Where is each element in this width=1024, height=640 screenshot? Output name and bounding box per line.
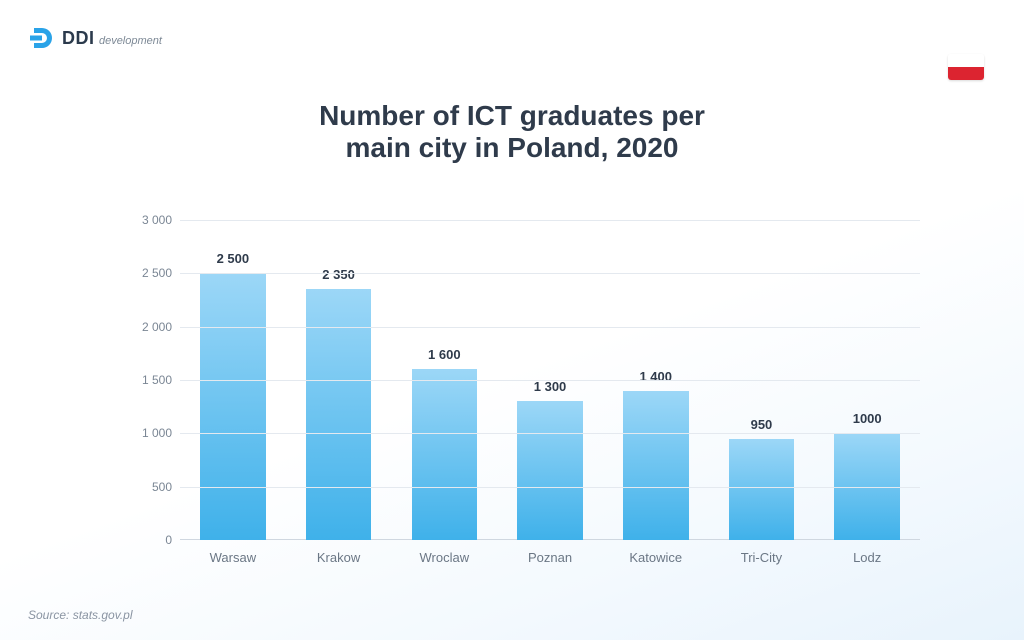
source-citation: Source: stats.gov.pl [28,608,133,622]
y-tick-label: 1 500 [120,373,172,387]
x-tick-label: Warsaw [180,540,286,580]
bar: 2 500 [200,273,266,540]
logo-line2: development [99,35,162,47]
y-tick-label: 1 000 [120,426,172,440]
x-tick-label: Lodz [814,540,920,580]
x-tick-label: Poznan [497,540,603,580]
grid-line [180,433,920,434]
x-axis-labels: WarsawKrakowWroclawPoznanKatowiceTri-Cit… [180,540,920,580]
bar: 1 600 [412,369,478,540]
y-tick-label: 3 000 [120,213,172,227]
grid-line [180,273,920,274]
bar: 1 400 [623,391,689,540]
bar-value-label: 1 400 [639,369,672,384]
plot-area: 2 5002 3501 6001 3001 4009501000 05001 0… [180,220,920,540]
logo-line1: DDI [62,28,95,48]
bar-value-label: 950 [751,417,773,432]
y-tick-label: 2 000 [120,320,172,334]
bar: 1 300 [517,401,583,540]
logo-text: DDI development [62,29,162,48]
logo-d-icon [28,24,56,52]
x-tick-label: Wroclaw [391,540,497,580]
title-line1: Number of ICT graduates per [0,100,1024,132]
chart-title: Number of ICT graduates per main city in… [0,100,1024,164]
x-tick-label: Katowice [603,540,709,580]
x-tick-label: Tri-City [709,540,815,580]
bar-value-label: 1000 [853,411,882,426]
bar-value-label: 2 350 [322,267,355,282]
bar-value-label: 1 300 [534,379,567,394]
page: DDI development Number of ICT graduates … [0,0,1024,640]
x-tick-label: Krakow [286,540,392,580]
bar-chart: 2 500 2 350 1 600 1 300 1 400 950 1000 0 500 1 0… [120,220,940,580]
bar: 950 [729,439,795,540]
bar-value-label: 1 600 [428,347,461,362]
y-tick-label: 2 500 [120,266,172,280]
grid-line [180,487,920,488]
grid-line [180,220,920,221]
brand-logo: DDI development [28,24,162,52]
title-line2: main city in Poland, 2020 [0,132,1024,164]
grid-line [180,380,920,381]
y-tick-label: 500 [120,480,172,494]
bar-value-label: 2 500 [217,251,250,266]
y-tick-label: 0 [120,533,172,547]
flag-poland-icon [948,54,984,80]
grid-line [180,327,920,328]
